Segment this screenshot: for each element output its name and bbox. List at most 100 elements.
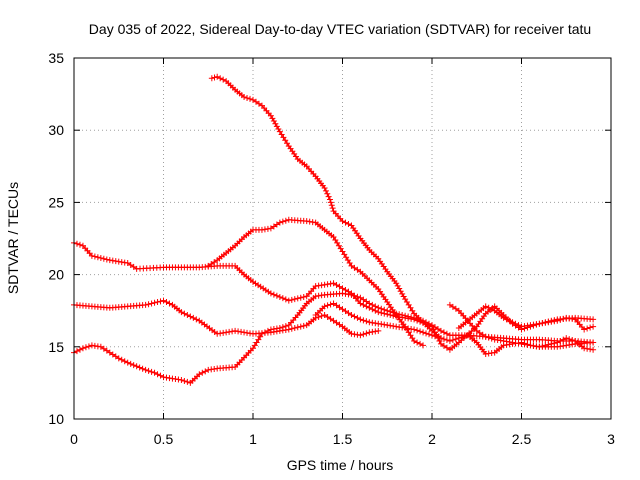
grid-layer bbox=[74, 58, 611, 419]
data-point bbox=[73, 348, 80, 355]
data-point bbox=[291, 325, 298, 332]
data-point bbox=[321, 184, 328, 191]
data-point bbox=[273, 123, 280, 130]
y-tick-label: 20 bbox=[48, 267, 64, 283]
data-point bbox=[273, 292, 280, 299]
data-point bbox=[500, 314, 507, 321]
tick-layer: 0 0.5 1 1.5 2 2.5 3 10 15 20 25 30 35 bbox=[48, 50, 615, 447]
data-point bbox=[440, 329, 447, 336]
data-point bbox=[411, 338, 418, 345]
data-point bbox=[400, 293, 407, 300]
data-point bbox=[285, 297, 292, 304]
data-point bbox=[563, 335, 570, 342]
data-point bbox=[328, 202, 335, 209]
data-point bbox=[405, 313, 412, 320]
data-point bbox=[348, 291, 355, 298]
data-point bbox=[291, 296, 298, 303]
data-point bbox=[394, 282, 401, 289]
data-point bbox=[560, 315, 567, 322]
data-point bbox=[269, 115, 276, 122]
data-point bbox=[76, 346, 83, 353]
data-point bbox=[581, 326, 588, 333]
y-tick-label: 15 bbox=[48, 339, 64, 355]
data-point bbox=[279, 324, 286, 331]
data-point bbox=[324, 190, 331, 197]
data-point bbox=[396, 285, 403, 292]
data-point bbox=[130, 362, 137, 369]
data-point bbox=[590, 323, 597, 330]
data-point bbox=[539, 343, 546, 350]
data-point bbox=[187, 313, 194, 320]
data-point bbox=[261, 329, 268, 336]
data-point bbox=[372, 303, 379, 310]
data-point bbox=[437, 327, 444, 334]
data-point bbox=[247, 95, 254, 102]
data-point bbox=[178, 309, 185, 316]
data-point bbox=[327, 301, 334, 308]
data-point bbox=[178, 377, 185, 384]
data-point bbox=[482, 303, 489, 310]
data-point bbox=[554, 339, 561, 346]
data-point bbox=[384, 307, 391, 314]
data-point bbox=[190, 314, 197, 321]
data-point bbox=[145, 301, 152, 308]
data-point bbox=[548, 340, 555, 347]
data-point bbox=[458, 334, 465, 341]
data-point bbox=[443, 337, 450, 344]
data-point bbox=[241, 93, 248, 100]
data-point bbox=[272, 120, 279, 127]
data-point bbox=[357, 332, 364, 339]
data-point bbox=[587, 324, 594, 331]
data-point bbox=[397, 288, 404, 295]
series-track-b bbox=[71, 297, 382, 339]
data-point bbox=[148, 300, 155, 307]
data-point bbox=[420, 342, 427, 349]
data-point bbox=[208, 75, 215, 82]
data-point bbox=[417, 328, 424, 335]
data-point bbox=[244, 94, 251, 101]
data-point bbox=[399, 312, 406, 319]
data-point bbox=[76, 241, 83, 248]
data-point bbox=[160, 297, 167, 304]
data-point bbox=[325, 193, 332, 200]
data-point bbox=[184, 312, 191, 319]
data-point bbox=[217, 75, 224, 82]
data-point bbox=[509, 319, 516, 326]
data-point bbox=[536, 343, 543, 350]
y-tick-label: 25 bbox=[48, 194, 64, 210]
data-point bbox=[142, 301, 149, 308]
data-point bbox=[154, 371, 161, 378]
data-point bbox=[73, 240, 80, 247]
data-point bbox=[482, 333, 489, 340]
data-point bbox=[420, 329, 427, 336]
data-point bbox=[202, 368, 209, 375]
data-point bbox=[127, 360, 134, 367]
data-point bbox=[542, 342, 549, 349]
data-point bbox=[440, 336, 447, 343]
data-point bbox=[414, 339, 421, 346]
data-point bbox=[282, 217, 289, 224]
data-point bbox=[426, 320, 433, 327]
data-point bbox=[354, 314, 361, 321]
data-point bbox=[85, 343, 92, 350]
data-point bbox=[488, 335, 495, 342]
data-point bbox=[560, 336, 567, 343]
data-point bbox=[426, 331, 433, 338]
data-point bbox=[196, 371, 203, 378]
data-point bbox=[360, 317, 367, 324]
data-point bbox=[554, 317, 561, 324]
data-point bbox=[512, 320, 519, 327]
data-point bbox=[446, 338, 453, 345]
data-point bbox=[288, 296, 295, 303]
data-point bbox=[118, 356, 125, 363]
series-track-d bbox=[205, 216, 427, 349]
data-point bbox=[276, 325, 283, 332]
data-point bbox=[485, 334, 492, 341]
data-point bbox=[276, 219, 283, 226]
data-point bbox=[103, 256, 110, 263]
x-tick-label: 1 bbox=[249, 431, 257, 447]
data-point bbox=[275, 125, 282, 132]
data-point bbox=[166, 300, 173, 307]
data-point bbox=[414, 327, 421, 334]
